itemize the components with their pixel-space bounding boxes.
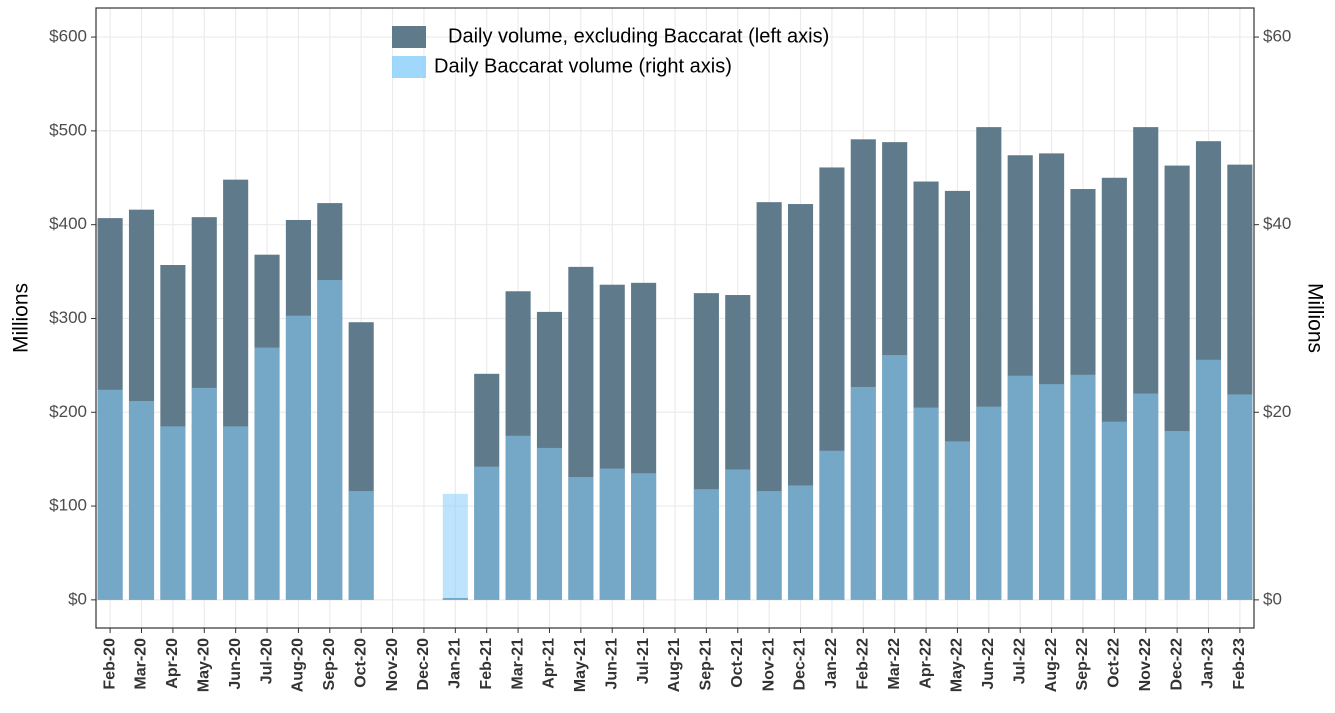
- y-tick-label: $600: [49, 27, 87, 46]
- x-tick-label: Jan-23: [1200, 638, 1217, 689]
- bar-baccarat: [599, 468, 625, 600]
- x-tick-label: Feb-23: [1231, 638, 1248, 690]
- x-tick-label: Aug-21: [666, 638, 683, 692]
- x-tick-label: Dec-21: [792, 638, 809, 691]
- x-tick-label: Oct-21: [729, 638, 746, 688]
- bar-baccarat: [819, 450, 845, 600]
- x-tick-label: Feb-20: [101, 638, 118, 690]
- x-tick-label: Oct-20: [352, 638, 369, 688]
- x-tick-label: May-20: [195, 638, 212, 692]
- x-tick-label: Jun-21: [603, 638, 620, 690]
- bar-baccarat: [850, 386, 876, 600]
- bar-baccarat: [1101, 421, 1127, 600]
- y-tick-label: $200: [49, 402, 87, 421]
- bar-baccarat: [1227, 394, 1253, 600]
- y-axis-title: Millions: [10, 283, 33, 353]
- x-tick-label: Jan-22: [823, 638, 840, 689]
- bar-baccarat: [285, 315, 311, 600]
- bar-baccarat: [97, 389, 123, 600]
- x-tick-label: Jan-21: [447, 638, 464, 689]
- x-tick-label: Nov-20: [384, 638, 401, 691]
- y-tick-label: $300: [49, 308, 87, 327]
- x-tick-label: Apr-22: [917, 638, 934, 689]
- y2-tick-label: $60: [1263, 27, 1291, 46]
- x-tick-label: Sep-21: [698, 638, 715, 691]
- bar-baccarat: [1070, 374, 1096, 600]
- x-tick-label: Jul-21: [635, 638, 652, 684]
- y2-tick-label: $20: [1263, 402, 1291, 421]
- legend-label: Daily Baccarat volume (right axis): [434, 55, 732, 77]
- x-tick-label: Jun-22: [980, 638, 997, 690]
- bar-baccarat: [568, 476, 594, 600]
- x-tick-label: Nov-22: [1137, 638, 1154, 691]
- bar-baccarat: [442, 493, 468, 600]
- bar-baccarat: [254, 347, 280, 600]
- x-tick-label: Aug-20: [290, 638, 307, 692]
- y-tick-label: $100: [49, 496, 87, 515]
- legend-label: Daily volume, excluding Baccarat (left a…: [448, 25, 829, 47]
- y2-tick-label: $40: [1263, 214, 1291, 233]
- x-tick-label: Aug-22: [1043, 638, 1060, 692]
- x-tick-label: Apr-20: [164, 638, 181, 689]
- legend-swatch: [392, 56, 426, 78]
- bar-baccarat: [1007, 375, 1033, 600]
- x-tick-label: Feb-22: [855, 638, 872, 690]
- bar-baccarat: [474, 466, 500, 600]
- bar-baccarat: [160, 426, 186, 600]
- x-tick-label: Jul-22: [1011, 638, 1028, 684]
- bar-baccarat: [756, 491, 782, 600]
- x-tick-label: Jun-20: [227, 638, 244, 690]
- x-tick-label: Oct-22: [1106, 638, 1123, 688]
- bar-baccarat: [913, 407, 939, 600]
- bar-baccarat: [1039, 384, 1065, 600]
- bar-baccarat: [223, 426, 249, 600]
- bar-baccarat: [976, 406, 1002, 600]
- bar-baccarat: [1195, 359, 1222, 600]
- bar-baccarat: [1133, 393, 1159, 600]
- y-tick-label: $0: [68, 589, 87, 608]
- y-tick-label: $400: [49, 214, 87, 233]
- x-tick-label: Dec-22: [1168, 638, 1185, 691]
- x-tick-label: Apr-21: [541, 638, 558, 689]
- bar-baccarat: [191, 387, 217, 600]
- x-tick-label: Feb-21: [478, 638, 495, 690]
- y2-axis-title: Millions: [1303, 283, 1326, 353]
- x-tick-label: Mar-22: [886, 638, 903, 690]
- bar-baccarat: [505, 435, 531, 600]
- bar-baccarat: [631, 473, 657, 600]
- x-tick-label: May-21: [572, 638, 589, 692]
- bar-baccarat: [944, 441, 970, 600]
- x-tick-label: Mar-20: [133, 638, 150, 690]
- x-tick-label: Sep-20: [321, 638, 338, 691]
- x-tick-label: Nov-21: [760, 638, 777, 691]
- bar-baccarat: [725, 469, 751, 600]
- bar-baccarat: [317, 280, 343, 600]
- bar-baccarat: [128, 401, 155, 600]
- bar-baccarat: [536, 447, 563, 600]
- x-tick-label: Mar-21: [509, 638, 526, 690]
- x-tick-label: May-22: [949, 638, 966, 692]
- bar-baccarat: [1164, 431, 1190, 600]
- y-tick-label: $500: [49, 120, 87, 139]
- y2-tick-label: $0: [1263, 589, 1282, 608]
- bar-baccarat: [882, 355, 908, 600]
- bar-baccarat: [787, 485, 814, 600]
- x-tick-label: Sep-22: [1074, 638, 1091, 691]
- bar-baccarat: [693, 489, 719, 600]
- x-tick-label: Dec-20: [415, 638, 432, 691]
- x-tick-label: Jul-20: [258, 638, 275, 684]
- bar-baccarat: [348, 491, 374, 600]
- legend-swatch: [392, 26, 426, 48]
